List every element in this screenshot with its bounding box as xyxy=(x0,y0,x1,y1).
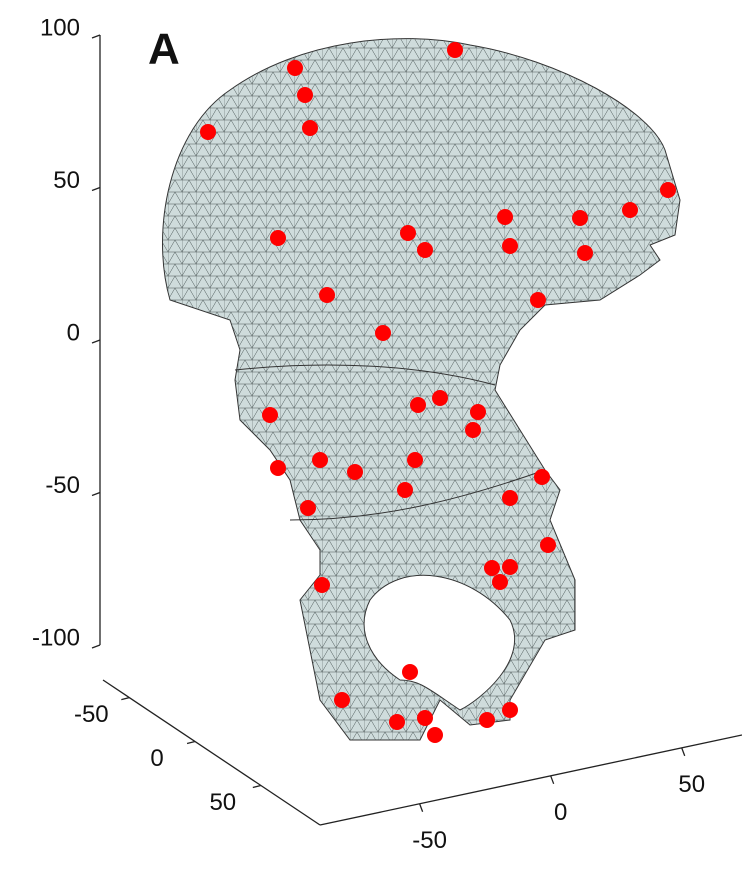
x-tick-label: 50 xyxy=(678,771,705,798)
x-tick xyxy=(551,776,554,784)
landmark xyxy=(497,209,513,225)
landmark xyxy=(302,120,318,136)
panel-label: A xyxy=(148,25,180,74)
z-tick xyxy=(92,493,100,496)
y-tick xyxy=(253,785,261,787)
z-tick xyxy=(92,645,100,648)
landmark xyxy=(502,702,518,718)
landmark xyxy=(577,245,593,261)
landmark xyxy=(447,42,463,58)
z-tick-label: -50 xyxy=(45,472,80,499)
landmark xyxy=(572,210,588,226)
landmark xyxy=(287,60,303,76)
landmark xyxy=(297,87,313,103)
landmark xyxy=(407,452,423,468)
z-tick-label: 100 xyxy=(40,14,80,41)
y-tick xyxy=(187,742,195,744)
landmark xyxy=(314,577,330,593)
z-tick-label: -100 xyxy=(32,624,80,651)
landmark xyxy=(427,727,443,743)
landmark xyxy=(410,397,426,413)
landmark xyxy=(312,452,328,468)
x-tick-label: 0 xyxy=(554,799,567,826)
landmark xyxy=(347,464,363,480)
landmark xyxy=(300,500,316,516)
landmark xyxy=(479,712,495,728)
landmark xyxy=(534,469,550,485)
landmark xyxy=(484,560,500,576)
landmark xyxy=(270,460,286,476)
landmark xyxy=(432,390,448,406)
landmark xyxy=(334,692,350,708)
landmark xyxy=(502,490,518,506)
landmark xyxy=(402,664,418,680)
landmark xyxy=(389,714,405,730)
landmark xyxy=(622,202,638,218)
landmark xyxy=(375,325,391,341)
landmark xyxy=(200,124,216,140)
landmark xyxy=(502,238,518,254)
landmark xyxy=(400,225,416,241)
z-tick xyxy=(92,35,100,38)
landmark xyxy=(470,404,486,420)
landmark xyxy=(319,287,335,303)
chart: A -100 -50 0 50 100 -50 0 50 -50 0 50 xyxy=(0,0,742,869)
z-tick xyxy=(92,340,100,343)
z-tick-label: 50 xyxy=(53,167,80,194)
x-tick xyxy=(682,748,685,756)
landmark xyxy=(270,230,286,246)
z-tick-label: 0 xyxy=(67,319,80,346)
landmark xyxy=(417,242,433,258)
z-tick xyxy=(92,188,100,191)
y-tick-label: 50 xyxy=(209,789,236,816)
landmark xyxy=(262,407,278,423)
y-tick-label: -50 xyxy=(74,701,109,728)
x-tick-label: -50 xyxy=(412,827,447,854)
y-tick xyxy=(121,698,129,700)
pelvis-mesh xyxy=(163,39,681,740)
landmark xyxy=(417,710,433,726)
landmark xyxy=(465,422,481,438)
landmark xyxy=(502,559,518,575)
page: A -100-50050100-50050-50050 (() => { con… xyxy=(0,0,742,874)
mesh-grid xyxy=(163,39,681,740)
x-tick xyxy=(420,804,423,812)
y-tick-label: 0 xyxy=(150,745,163,772)
landmark xyxy=(660,182,676,198)
landmark xyxy=(540,537,556,553)
landmark xyxy=(492,574,508,590)
landmark xyxy=(397,482,413,498)
landmark xyxy=(530,292,546,308)
